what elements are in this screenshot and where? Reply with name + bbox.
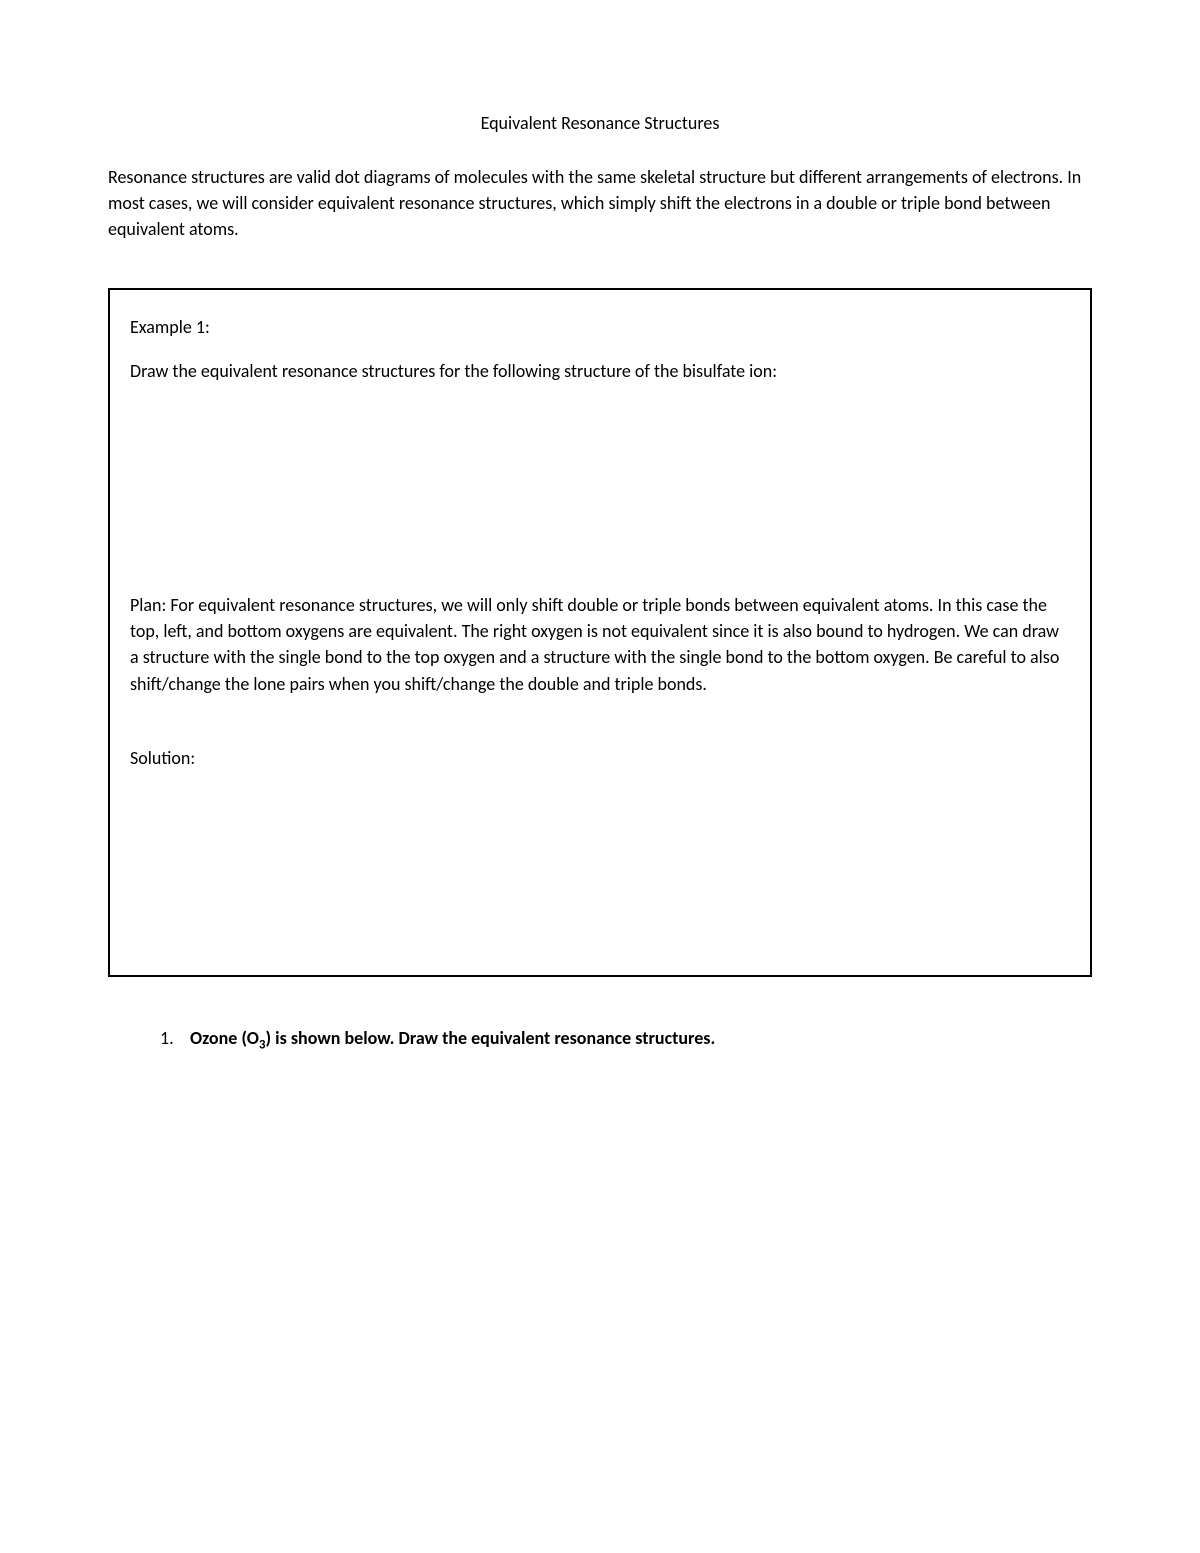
question-subscript: 3	[259, 1037, 266, 1052]
example-label: Example 1:	[130, 316, 1070, 338]
example-prompt: Draw the equivalent resonance structures…	[130, 360, 1070, 382]
question-number: 1.	[160, 1027, 190, 1049]
solution-label: Solution:	[130, 747, 1070, 769]
plan-text: For equivalent resonance structures, we …	[130, 594, 1059, 694]
question-list: 1.Ozone (O3) is shown below. Draw the eq…	[108, 1027, 1092, 1053]
page-title: Equivalent Resonance Structures	[108, 112, 1092, 134]
plan-label: Plan:	[130, 594, 170, 616]
question-text: Ozone (O3) is shown below. Draw the equi…	[190, 1027, 715, 1049]
question-item-1: 1.Ozone (O3) is shown below. Draw the eq…	[196, 1027, 1092, 1053]
intro-paragraph: Resonance structures are valid dot diagr…	[108, 164, 1092, 242]
plan-paragraph: Plan: For equivalent resonance structure…	[130, 592, 1070, 696]
question-prefix: Ozone (O	[190, 1027, 259, 1049]
question-suffix: ) is shown below. Draw the equivalent re…	[266, 1027, 716, 1049]
example-box: Example 1: Draw the equivalent resonance…	[108, 288, 1092, 976]
